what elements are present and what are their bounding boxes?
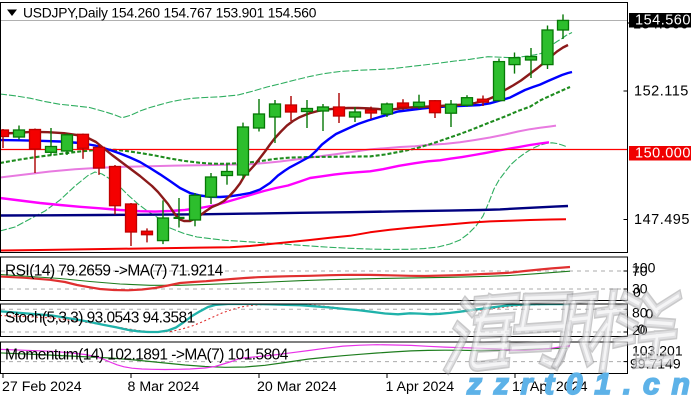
svg-text:0: 0: [638, 321, 646, 337]
svg-text:11 Apr 2024: 11 Apr 2024: [512, 379, 588, 395]
svg-text:8 Mar 2024: 8 Mar 2024: [128, 379, 200, 395]
svg-text:USDJPY,Daily 154.260 154.767: USDJPY,Daily 154.260 154.767 153.901 154…: [23, 6, 317, 21]
svg-text:150.000: 150.000: [635, 146, 691, 162]
svg-text:20 Mar 2024: 20 Mar 2024: [257, 379, 337, 395]
svg-text:152.115: 152.115: [634, 84, 689, 100]
svg-text:147.495: 147.495: [634, 212, 690, 228]
svg-text:80: 80: [632, 305, 648, 321]
svg-text:27 Feb 2024: 27 Feb 2024: [2, 379, 82, 395]
svg-text:0: 0: [646, 306, 654, 322]
svg-text:154.560: 154.560: [635, 12, 691, 28]
svg-text:RSI(14) 79.2659 ->MA(7) 71.92: RSI(14) 79.2659 ->MA(7) 71.9214: [5, 262, 224, 279]
svg-text:Stoch(5,3,3) 93.0543 94.3581: Stoch(5,3,3) 93.0543 94.3581: [5, 309, 195, 326]
svg-text:1 Apr 2024: 1 Apr 2024: [386, 379, 455, 395]
svg-text:100: 100: [632, 260, 656, 276]
svg-text:70: 70: [632, 263, 648, 279]
svg-text:0: 0: [633, 284, 641, 300]
svg-text:30: 30: [632, 281, 648, 297]
svg-text:zzrt01.cn: zzrt01.cn: [466, 368, 700, 400]
svg-text:Momentum(14) 102.1891 ->MA(7): Momentum(14) 102.1891 ->MA(7) 101.5804: [5, 346, 289, 363]
